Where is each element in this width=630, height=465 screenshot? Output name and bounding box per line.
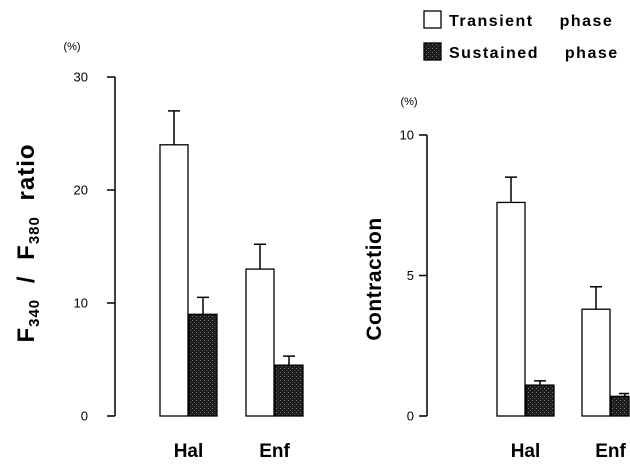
legend-label-sustained: Sustained phase xyxy=(449,45,619,62)
y-axis-title-subscript: 380 xyxy=(26,216,43,244)
y-tick-label: 20 xyxy=(74,183,88,198)
x-category-label: Enf xyxy=(595,441,626,462)
y-axis-title-part: ratio xyxy=(13,143,40,216)
y-axis-title-subscript: 340 xyxy=(26,299,43,327)
bar-hal-sustained xyxy=(188,313,218,417)
y-tick-label: 0 xyxy=(81,409,88,424)
bar-enf-sustained xyxy=(274,364,304,417)
x-category-label: Hal xyxy=(174,441,204,462)
legend-label-transient: Transient phase xyxy=(449,13,613,30)
bar-hal-sustained xyxy=(525,384,555,417)
y-tick-label: 10 xyxy=(74,296,88,311)
chart-marks: 0 5 10 Hal Enf xyxy=(400,128,630,462)
chart-marks: 0 10 20 30 Hal Enf xyxy=(74,70,304,462)
chart-contraction: (%) Contraction 0 5 10 Hal Enf xyxy=(363,96,630,462)
y-axis-title-part: F xyxy=(13,327,40,343)
bar-hal-transient xyxy=(496,201,526,417)
legend-swatch-sustained xyxy=(423,42,442,61)
y-axis-title: F340 / F380 ratio xyxy=(13,143,43,342)
bar-enf-sustained xyxy=(610,395,630,417)
bar-hal-transient xyxy=(159,144,189,417)
y-unit-label: (%) xyxy=(63,41,80,53)
y-axis-title-part: / F xyxy=(13,244,40,299)
bar-enf-transient xyxy=(581,308,611,417)
chart-ratio: (%) F340 / F380 ratio 0 10 20 30 Hal Enf xyxy=(13,41,304,462)
legend-swatch-transient xyxy=(423,10,442,29)
y-tick-label: 0 xyxy=(407,409,414,424)
y-tick-label: 5 xyxy=(407,268,414,283)
y-tick-label: 10 xyxy=(400,128,414,143)
bar-enf-transient xyxy=(245,268,275,417)
x-category-label: Hal xyxy=(511,441,541,462)
x-category-label: Enf xyxy=(259,441,290,462)
legend: Transient phase Sustained phase xyxy=(423,10,619,62)
y-tick-label: 30 xyxy=(74,70,88,85)
y-unit-label: (%) xyxy=(400,96,417,108)
y-axis-title: Contraction xyxy=(363,217,386,340)
